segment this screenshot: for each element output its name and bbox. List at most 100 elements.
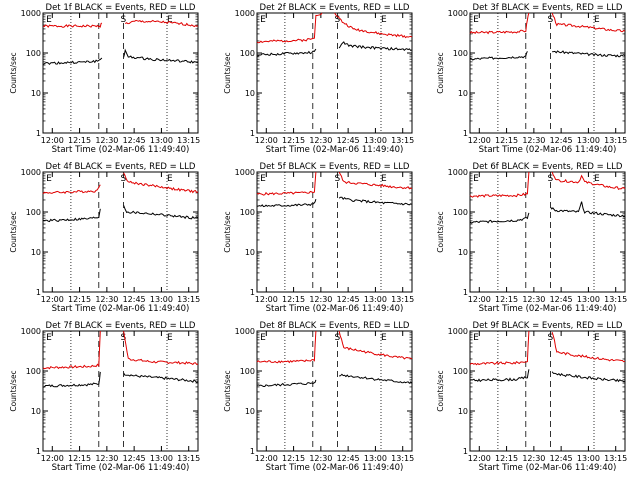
y-tick-label: 1000: [235, 9, 255, 18]
event-marker-label: E: [46, 15, 52, 25]
x-tick-label: 12:30: [95, 136, 118, 145]
event-marker-label: S: [335, 174, 341, 184]
plot-frame: [42, 330, 199, 452]
y-tick-label: 1: [36, 288, 41, 297]
x-tick-label: 12:30: [522, 295, 545, 304]
y-tick-label: 1000: [21, 168, 41, 177]
x-tick-label: 13:15: [391, 454, 414, 463]
event-marker-label: E: [46, 174, 52, 184]
detector-panel-5: Det 5f BLACK = Events, RED = LLD 1 10 100 10…: [223, 162, 414, 314]
x-tick-label: 12:45: [337, 295, 360, 304]
lld-series-line: [551, 331, 626, 363]
detector-panel-9: Det 9f BLACK = Events, RED = LLD 1 10 100 10…: [436, 321, 627, 473]
event-marker-label: E: [594, 174, 600, 184]
y-axis-label: Counts/sec: [436, 52, 445, 93]
events-series-line: [123, 48, 199, 64]
x-tick-label: 12:15: [495, 136, 518, 145]
x-tick-label: 12:00: [41, 295, 64, 304]
x-tick-label: 12:15: [282, 136, 305, 145]
detector-panel-7: Det 7f BLACK = Events, RED = LLD 1 10 100 10…: [9, 321, 200, 473]
x-tick-label: 13:00: [577, 136, 600, 145]
y-axis-label: Counts/sec: [223, 211, 232, 252]
y-tick-label: 1000: [235, 327, 255, 336]
x-tick-label: 12:15: [68, 136, 91, 145]
y-tick-label: 10: [31, 89, 41, 98]
lld-series-line: [338, 330, 413, 360]
x-tick-label: 12:45: [123, 295, 146, 304]
detector-panel-4: Det 4f BLACK = Events, RED = LLD 1 10 100 10…: [9, 162, 200, 314]
plot-frame: [469, 12, 626, 134]
events-series-line: [338, 41, 413, 52]
y-tick-label: 10: [458, 407, 468, 416]
lld-series-line: [123, 172, 199, 194]
x-tick-label: 12:45: [337, 454, 360, 463]
panel-title: Det 9f BLACK = Events, RED = LLD: [473, 321, 623, 331]
x-tick-label: 12:30: [309, 295, 332, 304]
events-series-line: [551, 371, 626, 383]
y-tick-label: 10: [31, 407, 41, 416]
plot-frame: [256, 171, 413, 293]
lld-series-line: [123, 331, 199, 366]
x-tick-label: 13:15: [604, 454, 627, 463]
lld-series-line: [469, 171, 530, 198]
events-series-line: [469, 369, 530, 383]
x-tick-label: 13:15: [391, 136, 414, 145]
event-marker-label: E: [260, 15, 266, 25]
plot-frame: [42, 12, 199, 134]
x-tick-label: 12:00: [41, 136, 64, 145]
x-axis-label: Start Time (02-Mar-06 11:49:40): [266, 463, 404, 473]
y-tick-label: 10: [31, 248, 41, 257]
y-tick-label: 100: [240, 208, 255, 217]
event-marker-label: S: [548, 174, 554, 184]
x-tick-label: 12:30: [522, 136, 545, 145]
x-tick-label: 13:15: [604, 136, 627, 145]
detector-panel-6: Det 6f BLACK = Events, RED = LLD 1 10 100 10…: [436, 162, 627, 314]
x-tick-label: 13:15: [604, 295, 627, 304]
x-tick-label: 12:15: [282, 454, 305, 463]
lld-series-line: [256, 330, 317, 364]
plot-frame: [42, 171, 199, 293]
event-marker-label: E: [260, 333, 266, 343]
x-tick-label: 12:45: [337, 136, 360, 145]
x-tick-label: 12:30: [309, 454, 332, 463]
x-axis-label: Start Time (02-Mar-06 11:49:40): [479, 145, 617, 155]
y-tick-label: 100: [453, 367, 468, 376]
detector-panel-1: Det 1f BLACK = Events, RED = LLD 1 10 100 10…: [9, 3, 200, 155]
event-marker-label: E: [381, 174, 387, 184]
y-tick-label: 100: [26, 367, 41, 376]
events-series-line: [338, 196, 413, 206]
x-tick-label: 13:00: [577, 295, 600, 304]
y-tick-label: 1: [250, 447, 255, 456]
y-tick-label: 1000: [448, 327, 468, 336]
x-tick-label: 12:45: [550, 454, 573, 463]
lld-series-line: [256, 171, 317, 196]
x-tick-label: 13:00: [150, 454, 173, 463]
x-tick-label: 12:45: [550, 136, 573, 145]
x-tick-label: 12:15: [495, 295, 518, 304]
x-tick-label: 12:30: [95, 295, 118, 304]
event-marker-label: S: [548, 15, 554, 25]
panel-title: Det 4f BLACK = Events, RED = LLD: [46, 162, 196, 172]
x-axis-label: Start Time (02-Mar-06 11:49:40): [52, 463, 190, 473]
y-tick-label: 100: [240, 49, 255, 58]
x-axis-label: Start Time (02-Mar-06 11:49:40): [266, 304, 404, 314]
event-marker-label: E: [594, 333, 600, 343]
lld-series-line: [469, 12, 530, 35]
x-tick-label: 13:00: [364, 136, 387, 145]
panel-title: Det 6f BLACK = Events, RED = LLD: [473, 162, 623, 172]
events-series-line: [42, 57, 103, 66]
y-axis-label: Counts/sec: [9, 52, 18, 93]
events-series-line: [42, 371, 101, 388]
detector-panel-2: Det 2f BLACK = Events, RED = LLD 1 10 100 10…: [223, 3, 414, 155]
x-tick-label: 12:00: [468, 295, 491, 304]
y-tick-label: 1000: [235, 168, 255, 177]
plot-frame: [256, 12, 413, 134]
x-tick-label: 12:30: [95, 454, 118, 463]
event-marker-label: E: [381, 15, 387, 25]
panel-title: Det 5f BLACK = Events, RED = LLD: [260, 162, 410, 172]
x-tick-label: 12:15: [495, 454, 518, 463]
event-marker-label: E: [167, 174, 173, 184]
events-series-line: [42, 208, 101, 223]
events-series-line: [550, 201, 626, 218]
x-tick-label: 12:00: [468, 454, 491, 463]
